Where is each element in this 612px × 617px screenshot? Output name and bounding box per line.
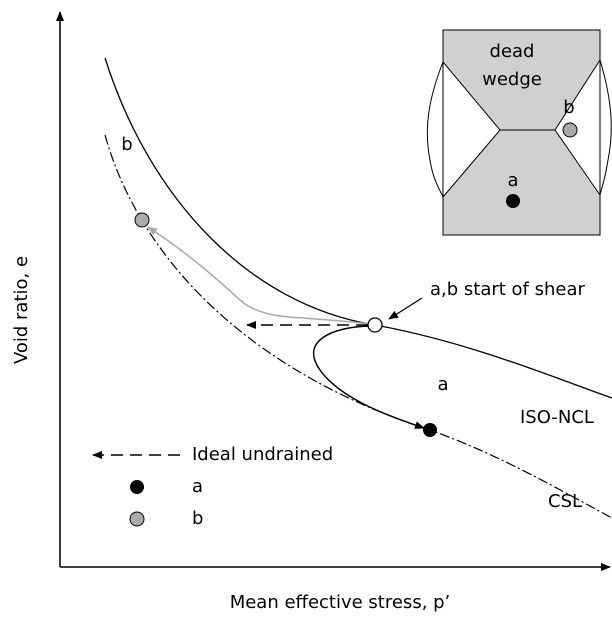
inset-title: dead — [490, 41, 535, 62]
label-a: a — [437, 374, 448, 395]
inset-label-b: b — [563, 97, 574, 118]
inset-point-a — [506, 194, 520, 208]
legend-label: a — [192, 476, 203, 497]
inset-frame — [442, 29, 601, 236]
point-a — [423, 423, 437, 437]
point-b — [134, 212, 150, 228]
path-a — [313, 325, 425, 429]
iso-ncl-curve — [104, 57, 612, 399]
label-b: b — [121, 134, 132, 155]
annotation-arrow — [388, 297, 423, 320]
inset-label-a: a — [507, 170, 518, 191]
start-of-shear-label: a,b start of shear — [430, 279, 586, 300]
x-axis-label: Mean effective stress, p’ — [230, 592, 451, 613]
lower-wedge — [442, 129, 601, 236]
inset-bulge — [426, 61, 444, 198]
legend-a-symbol — [130, 480, 144, 494]
path-b — [147, 226, 371, 325]
inset-title: wedge — [482, 69, 542, 90]
iso-ncl-label: ISO-NCL — [520, 407, 594, 428]
csl-label: CSL — [548, 491, 582, 512]
legend-label: b — [192, 508, 203, 529]
inset: dead wedge b a — [426, 29, 612, 236]
inset-point-b — [562, 122, 578, 138]
y-axis-label: Void ratio, e — [11, 256, 32, 364]
legend-b-symbol — [129, 511, 145, 527]
legend-label: Ideal undrained — [192, 444, 333, 465]
start-point — [367, 317, 383, 333]
inset-bulge — [599, 59, 612, 196]
